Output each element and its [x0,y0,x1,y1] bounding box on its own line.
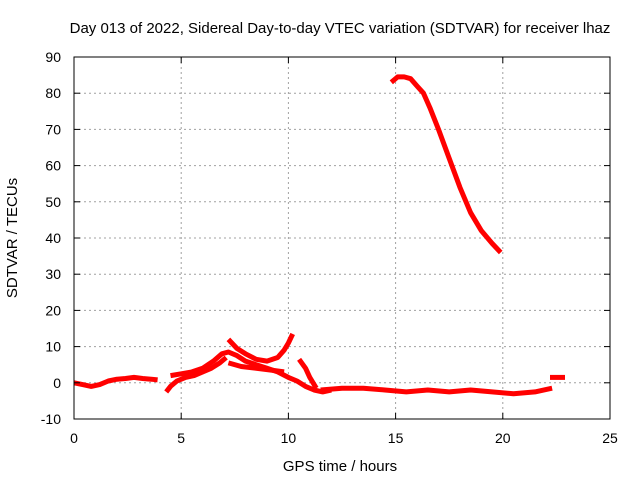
grid-lines [74,57,610,419]
y-tick-label: 0 [53,375,61,391]
y-tick-label: 60 [45,158,61,174]
x-axis-label: GPS time / hours [283,458,397,475]
y-axis-label: SDTVAR / TECUs [4,178,21,298]
y-tick-label: 80 [45,85,61,101]
satellite-track-1 [73,374,158,389]
x-tick-label: 0 [70,430,78,446]
satellite-track-4 [226,332,295,364]
satellite-track-2 [164,355,228,394]
satellite-track-5 [227,360,285,375]
satellite-track-7 [320,385,553,397]
y-tick-label: 90 [45,49,61,65]
y-tick-label: 70 [45,121,61,137]
x-tick-label: 15 [388,430,404,446]
x-tick-label: 10 [281,430,297,446]
chart-title: Day 013 of 2022, Sidereal Day-to-day VTE… [70,20,611,37]
axis-ticks [73,56,611,420]
y-tick-label: 50 [45,194,61,210]
x-tick-label: 25 [602,430,618,446]
y-tick-label: 20 [45,302,61,318]
satellite-track-6 [297,357,319,390]
satellite-track-9 [389,74,503,255]
satellite-track-3 [170,349,332,395]
y-tick-label: 40 [45,230,61,246]
tick-labels: 0 5 10 15 20 25 -10 0 10 20 30 40 50 60 70 80 90 [41,49,618,446]
y-tick-label: -10 [41,411,61,427]
x-tick-label: 20 [495,430,511,446]
data-series [73,74,565,397]
x-tick-label: 5 [177,430,185,446]
y-tick-label: 10 [45,339,61,355]
y-tick-label: 30 [45,266,61,282]
